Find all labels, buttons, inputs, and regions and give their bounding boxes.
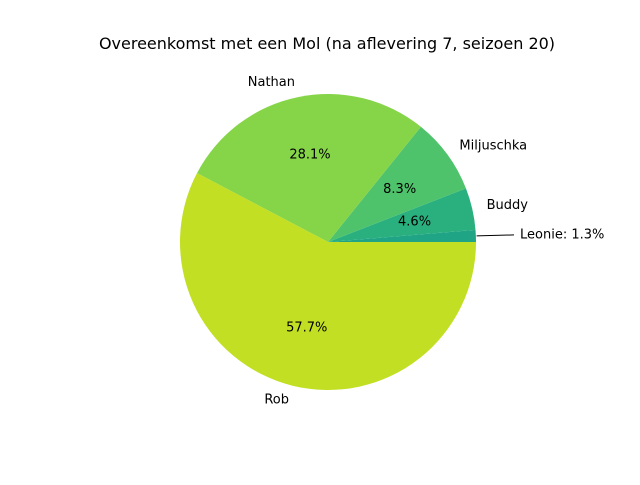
slice-pct-rob: 57.7% bbox=[286, 321, 327, 336]
leader-line-leonie bbox=[476, 234, 515, 237]
slice-pct-nathan: 28.1% bbox=[289, 148, 330, 163]
pie-slice-leonie bbox=[328, 229, 476, 242]
chart-title: Overeenkomst met een Mol (na aflevering … bbox=[99, 34, 555, 53]
pie-slices bbox=[180, 94, 477, 390]
slice-label-buddy: Buddy bbox=[487, 198, 529, 213]
slice-label-miljuschka: Miljuschka bbox=[459, 138, 527, 153]
pie-slice-rob bbox=[180, 173, 477, 390]
slice-pct-miljuschka: 8.3% bbox=[383, 182, 416, 197]
slice-label-nathan: Nathan bbox=[248, 75, 295, 90]
slice-label-leonie: Leonie: 1.3% bbox=[520, 227, 604, 242]
pie-slice-miljuschka bbox=[328, 126, 466, 242]
pie-slice-nathan bbox=[196, 94, 421, 242]
slice-label-rob: Rob bbox=[264, 393, 289, 408]
slice-pct-buddy: 4.6% bbox=[398, 215, 431, 230]
pie-slice-buddy bbox=[328, 188, 476, 242]
pie-labels: Leonie: 1.3% Buddy 4.6% Miljuschka 8.3% Natha… bbox=[248, 75, 605, 407]
